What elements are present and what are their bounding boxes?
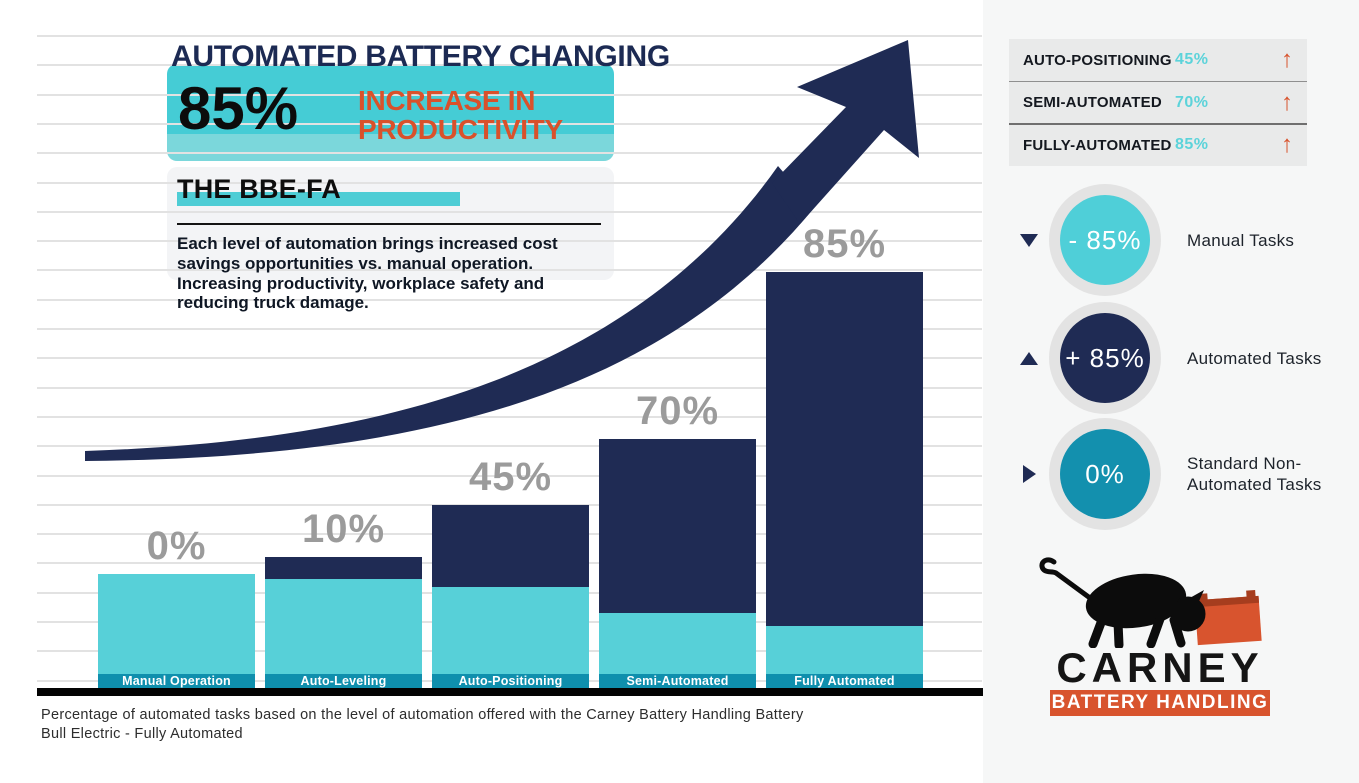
bar-category-label: Auto-Positioning bbox=[432, 674, 589, 688]
bar-value-label: 85% bbox=[802, 222, 887, 266]
bars: Manual Operation 0% Auto-Leveling 10% Auto-P… bbox=[98, 222, 923, 688]
automated-tasks-indicator: + 85% Automated Tasks bbox=[1019, 302, 1339, 414]
bull-silhouette bbox=[1039, 557, 1206, 648]
automated-tasks-value: + 85% bbox=[1060, 313, 1150, 403]
caption-line2: Bull Electric - Fully Automated bbox=[41, 725, 243, 742]
automated-tasks-ring: + 85% bbox=[1049, 302, 1161, 414]
triangle-down-icon bbox=[1019, 233, 1039, 247]
trend-arrow-shaft bbox=[85, 166, 814, 461]
page-title: AUTOMATED BATTERY CHANGING bbox=[171, 40, 670, 73]
up-arrow-icon: ↑ bbox=[1281, 46, 1293, 73]
standard-tasks-value: 0% bbox=[1060, 429, 1150, 519]
stat-label-line1: INCREASE IN bbox=[358, 85, 536, 116]
brand-name: CARNEY bbox=[1056, 644, 1264, 691]
bar-value-label: 45% bbox=[468, 455, 553, 499]
caption-line1: Percentage of automated tasks based on t… bbox=[41, 707, 804, 723]
product-underline-bar bbox=[177, 192, 460, 206]
stats-row-semi-automated: SEMI-AUTOMATED 70% ↑ bbox=[1009, 81, 1307, 123]
automated-tasks-label: Automated Tasks bbox=[1187, 348, 1322, 368]
trend-arrow bbox=[85, 40, 919, 461]
bar-manual-segment bbox=[766, 626, 923, 674]
stats-row-label: SEMI-AUTOMATED bbox=[1023, 94, 1162, 111]
bar-automated-segment bbox=[766, 272, 923, 626]
manual-tasks-ring: - 85% bbox=[1049, 184, 1161, 296]
x-axis-line bbox=[37, 688, 985, 696]
stats-row-value: 45% bbox=[1175, 51, 1209, 68]
up-arrow-icon: ↑ bbox=[1281, 88, 1293, 116]
bar-auto-positioning: Auto-Positioning bbox=[432, 505, 589, 688]
carney-logo: CARNEY BATTERY HANDLING bbox=[1038, 556, 1278, 716]
manual-tasks-value: - 85% bbox=[1060, 195, 1150, 285]
stats-row-value: 70% bbox=[1175, 93, 1209, 111]
stats-row-label: AUTO-POSITIONING bbox=[1023, 51, 1172, 69]
stats-row-value: 85% bbox=[1175, 136, 1209, 153]
stats-row-label: FULLY-AUTOMATED bbox=[1023, 136, 1172, 154]
trend-arrow-head bbox=[772, 40, 919, 224]
chart-caption: Percentage of automated tasks based on t… bbox=[41, 706, 901, 743]
triangle-right-icon bbox=[1019, 465, 1039, 483]
bar-category-label: Auto-Leveling bbox=[265, 674, 422, 688]
bar-manual-operation: Manual Operation bbox=[98, 574, 255, 688]
standard-tasks-ring: 0% bbox=[1049, 418, 1161, 530]
standard-tasks-label: Standard Non-Automated Tasks bbox=[1187, 454, 1322, 494]
bar-automated-segment bbox=[432, 505, 589, 587]
bar-manual-segment bbox=[265, 579, 422, 674]
manual-tasks-indicator: - 85% Manual Tasks bbox=[1019, 184, 1339, 296]
product-name: THE BBE-FA bbox=[177, 174, 341, 204]
stat-label-line2: PRODUCTIVITY bbox=[358, 114, 563, 145]
bar-automated-segment bbox=[265, 557, 422, 579]
stat-label: INCREASE IN PRODUCTIVITY bbox=[358, 86, 563, 144]
chart-region: AUTOMATED BATTERY CHANGING 85% INCREASE … bbox=[37, 35, 985, 743]
bar-value-label: 0% bbox=[146, 524, 207, 568]
standard-tasks-indicator: 0% Standard Non-Automated Tasks bbox=[1019, 418, 1339, 530]
bar-category-label: Fully Automated bbox=[766, 674, 923, 688]
stat-value: 85% bbox=[178, 75, 299, 142]
bull-pushing-battery-icon bbox=[1039, 557, 1262, 648]
up-arrow-icon: ↑ bbox=[1281, 131, 1293, 158]
stats-box: AUTO-POSITIONING 45% ↑ SEMI-AUTOMATED 70… bbox=[1009, 39, 1307, 166]
bar-value-label: 10% bbox=[301, 507, 386, 551]
bar-manual-segment bbox=[432, 587, 589, 674]
header-divider bbox=[177, 223, 601, 225]
side-panel: AUTO-POSITIONING 45% ↑ SEMI-AUTOMATED 70… bbox=[983, 0, 1359, 783]
bar-category-label: Manual Operation bbox=[98, 674, 255, 688]
bar-automated-segment bbox=[599, 439, 756, 613]
brand-tagline: BATTERY HANDLING bbox=[1050, 690, 1270, 716]
bar-manual-segment bbox=[98, 574, 255, 674]
stat-highlight-box bbox=[167, 64, 614, 161]
bar-semi-automated: Semi-Automated bbox=[599, 439, 756, 688]
bar-fully-automated: Fully Automated bbox=[766, 272, 923, 688]
bar-manual-segment bbox=[599, 613, 756, 674]
manual-tasks-label: Manual Tasks bbox=[1187, 230, 1295, 250]
stats-row-auto-positioning: AUTO-POSITIONING 45% ↑ bbox=[1009, 39, 1307, 81]
bar-value-label: 70% bbox=[635, 389, 720, 433]
bar-category-label: Semi-Automated bbox=[599, 674, 756, 688]
bar-auto-leveling: Auto-Leveling bbox=[265, 557, 422, 688]
stats-row-fully-automated: FULLY-AUTOMATED 85% ↑ bbox=[1009, 123, 1307, 165]
description-text: Each level of automation brings increase… bbox=[177, 234, 558, 313]
triangle-up-icon bbox=[1019, 351, 1039, 365]
battery-icon bbox=[1194, 590, 1262, 646]
